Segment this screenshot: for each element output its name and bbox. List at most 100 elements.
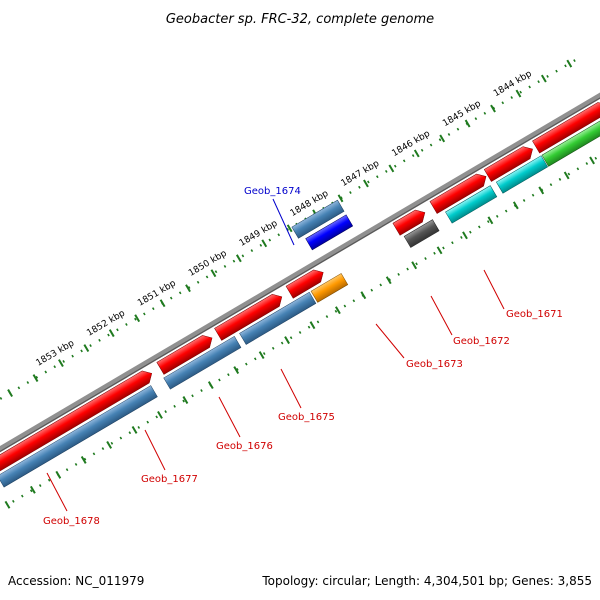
ruler-tick-mark <box>490 104 496 113</box>
tick-label-1846: 1846 kbp <box>390 129 432 159</box>
inner-ruler-dots <box>12 140 600 503</box>
ruler-tick-mark <box>413 149 420 158</box>
inner-ruler-tick-mark <box>462 231 468 240</box>
leader-line-geob-1675 <box>280 368 302 409</box>
tick-label-1850: 1850 kbp <box>187 249 229 279</box>
inner-ruler-tick-mark <box>385 276 392 285</box>
cds-reverse-block <box>163 335 242 390</box>
gene-label-geob-1675[interactable]: Geob_1675 <box>278 412 335 423</box>
inner-ruler-tick-mark <box>106 440 113 449</box>
cds-arrow <box>214 294 283 341</box>
cds-arrow <box>0 370 153 474</box>
gene-label-geob-1676[interactable]: Geob_1676 <box>216 441 273 452</box>
ruler-dots <box>0 58 577 421</box>
ruler-tick-mark <box>464 119 471 128</box>
leader-line-geob-1677 <box>144 429 166 471</box>
cds-arrow <box>532 102 600 154</box>
ruler-tick-mark <box>210 269 217 278</box>
ruler-tick-mark <box>235 254 242 263</box>
inner-ruler-tick-mark <box>131 425 138 434</box>
inner-ruler-tick-mark <box>4 500 11 509</box>
sequence-backbone-shadow <box>0 87 600 465</box>
cds-reverse-block <box>0 385 158 488</box>
cds-arrow <box>483 146 533 182</box>
tick-label-1847: 1847 kbp <box>340 159 382 189</box>
inner-ruler-tick-mark <box>284 336 290 345</box>
inner-ruler-tick-mark <box>80 455 87 464</box>
gene-labels: Geob_1671 Geob_1672 Geob_1673 Geob_1674 … <box>43 186 563 527</box>
inner-ruler-tick-mark <box>258 351 265 360</box>
ruler-tick-mark <box>134 314 141 323</box>
inner-ruler-tick-mark <box>309 321 316 330</box>
tick-label-1851: 1851 kbp <box>136 278 178 308</box>
inner-ruler-tick-mark <box>55 470 62 479</box>
ruler-tick-mark <box>363 179 369 188</box>
inner-ruler-tick-mark <box>157 411 163 419</box>
genome-summary-text: Topology: circular; Length: 4,304,501 bp… <box>262 574 592 588</box>
gene-label-geob-1678[interactable]: Geob_1678 <box>43 516 100 527</box>
ruler-tick-mark <box>7 389 13 397</box>
forward-cds-track <box>0 102 600 474</box>
ruler-tick-mark <box>337 194 344 203</box>
gene-label-geob-1671[interactable]: Geob_1671 <box>506 309 563 320</box>
cds-arrow <box>285 269 324 299</box>
inner-ruler-tick-mark <box>589 156 595 165</box>
tick-label-1853: 1853 kbp <box>35 338 77 368</box>
dark-grey-feature <box>403 219 440 248</box>
tick-label-1852: 1852 kbp <box>85 308 127 338</box>
ruler-tick-mark <box>540 74 547 83</box>
inner-ruler <box>4 140 600 509</box>
cyan-feature <box>495 155 549 194</box>
ruler-tick-mark <box>58 359 64 368</box>
ruler-tick-mark <box>286 224 293 233</box>
accession-text: Accession: NC_011979 <box>8 574 145 588</box>
coordinate-ruler: 1844 kbp 1845 kbp 1846 kbp 1847 kbp 1848… <box>0 58 577 421</box>
ruler-tick-mark <box>439 134 446 143</box>
gene-leaders <box>46 198 505 512</box>
ruler-tick-mark <box>159 299 166 308</box>
ruler-ticks <box>7 59 573 397</box>
gene-label-geob-1672[interactable]: Geob_1672 <box>453 336 510 347</box>
ruler-tick-mark <box>185 284 191 293</box>
gene-label-geob-1674[interactable]: Geob_1674 <box>244 186 301 197</box>
cds-arrow <box>429 173 487 214</box>
ruler-tick-mark <box>83 344 90 353</box>
leader-line-geob-1672 <box>430 295 453 336</box>
ruler-tick-mark <box>388 164 395 173</box>
inner-ruler-tick-mark <box>487 216 494 225</box>
gene-label-geob-1673[interactable]: Geob_1673 <box>406 359 463 370</box>
inner-ruler-tick-mark <box>436 246 443 255</box>
inner-ruler-tick-mark <box>360 291 367 300</box>
inner-ruler-ticks <box>4 156 595 509</box>
ruler-tick-mark <box>566 59 573 68</box>
inner-ruler-tick-mark <box>207 381 214 389</box>
map-title: Geobacter sp. FRC-32, complete genome <box>166 12 434 27</box>
leader-line-geob-1676 <box>218 396 241 438</box>
inner-ruler-tick-mark <box>512 201 519 210</box>
tick-label-1849: 1849 kbp <box>238 219 280 249</box>
inner-ruler-tick-mark <box>233 366 240 375</box>
cds-arrow <box>392 209 426 236</box>
ruler-tick-mark <box>32 374 39 382</box>
leader-line-geob-1678 <box>46 472 68 512</box>
inner-ruler-tick-mark <box>335 306 341 315</box>
inner-ruler-tick-mark <box>182 396 189 404</box>
ruler-tick-mark <box>261 239 268 248</box>
inner-ruler-tick-mark <box>563 171 570 180</box>
track-area: 1844 kbp 1845 kbp 1846 kbp 1847 kbp 1848… <box>0 58 600 509</box>
cds-reverse-block <box>239 291 317 345</box>
outer-feature-track <box>291 199 354 251</box>
inner-ruler-tick-mark <box>29 485 36 494</box>
orange-feature <box>310 273 349 303</box>
leader-line-geob-1673 <box>375 323 405 359</box>
ruler-tick-mark <box>108 329 115 338</box>
leader-line-geob-1674 <box>272 198 295 246</box>
cds-arrow <box>156 335 213 375</box>
cyan-feature <box>445 185 498 224</box>
inner-ruler-tick-mark <box>538 186 545 195</box>
inner-ruler-tick-mark <box>411 261 418 270</box>
steel-feature-outer <box>291 199 345 239</box>
tick-label-1845: 1845 kbp <box>441 99 483 129</box>
gene-label-geob-1677[interactable]: Geob_1677 <box>141 474 198 485</box>
